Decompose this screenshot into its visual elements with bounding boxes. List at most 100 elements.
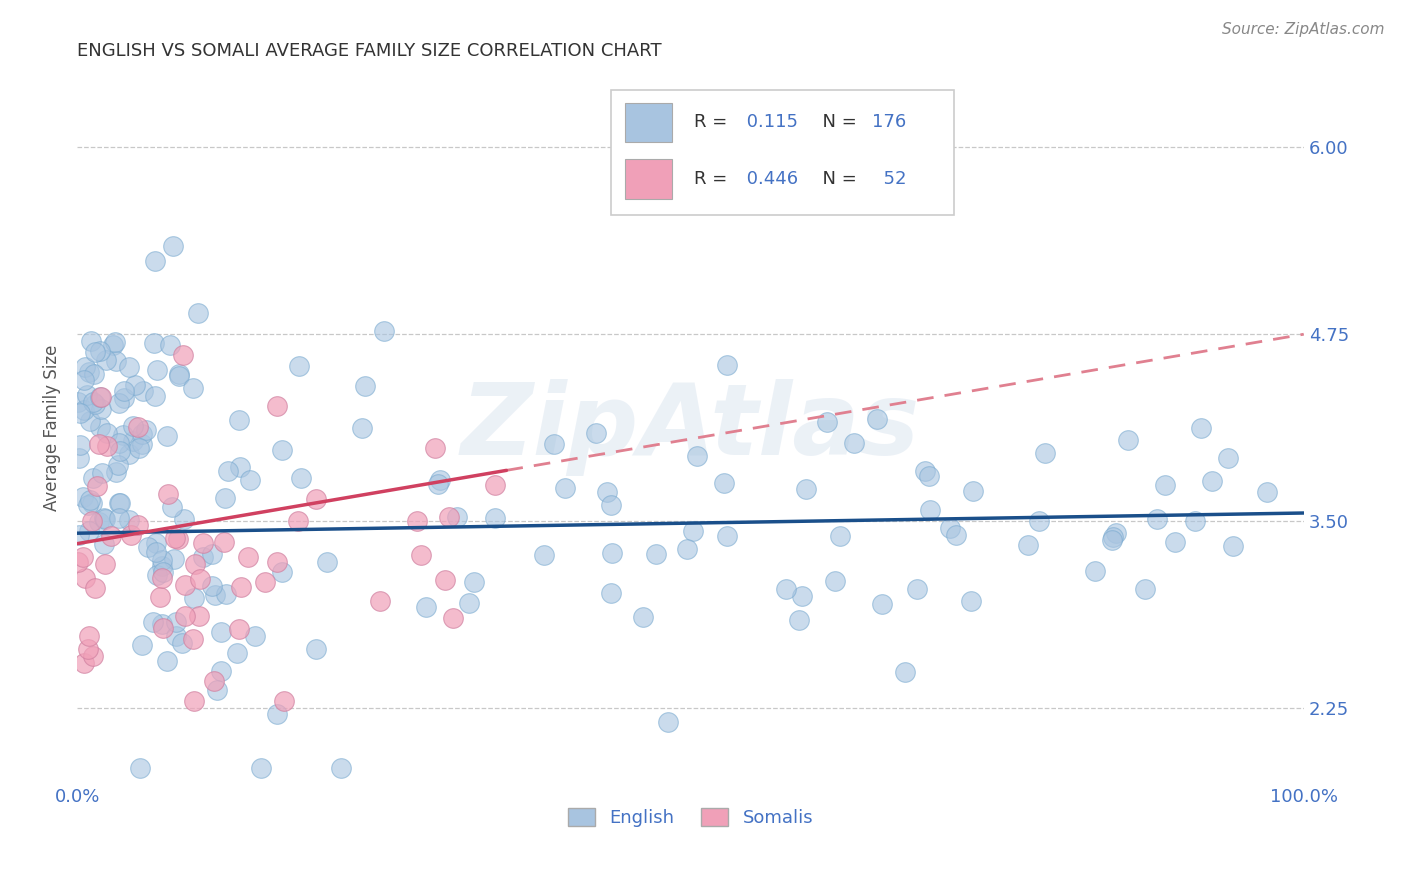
Text: ZipAtlas: ZipAtlas <box>461 379 920 476</box>
Point <box>202 674 225 689</box>
Point <box>165 615 187 629</box>
Point <box>245 629 267 643</box>
Point <box>150 571 173 585</box>
Point <box>271 565 294 579</box>
Point <box>100 529 122 543</box>
Point <box>596 484 619 499</box>
Point <box>76 388 98 402</box>
Point <box>69 438 91 452</box>
Point <box>108 443 131 458</box>
Point <box>415 600 437 615</box>
Point <box>354 379 377 393</box>
Point <box>600 546 623 560</box>
Point <box>93 510 115 524</box>
Point <box>686 450 709 464</box>
Point <box>866 411 889 425</box>
Point <box>1201 474 1223 488</box>
Point <box>914 465 936 479</box>
Point <box>90 401 112 416</box>
Point <box>1222 539 1244 553</box>
Point <box>893 665 915 679</box>
Point <box>249 761 271 775</box>
Point <box>1184 514 1206 528</box>
Point <box>104 335 127 350</box>
Point <box>167 368 190 382</box>
Text: 176: 176 <box>872 113 907 131</box>
Point <box>253 574 276 589</box>
Point <box>188 572 211 586</box>
Point <box>87 515 110 529</box>
Point <box>150 553 173 567</box>
Point <box>138 541 160 555</box>
Point <box>209 625 232 640</box>
Point <box>657 714 679 729</box>
Point <box>305 492 328 507</box>
Point <box>84 581 107 595</box>
Point <box>790 589 813 603</box>
Point <box>238 473 260 487</box>
Point <box>533 548 555 562</box>
Point <box>72 491 94 505</box>
Point <box>830 529 852 543</box>
Point <box>150 559 173 574</box>
Point <box>89 390 111 404</box>
Point <box>554 482 576 496</box>
Point <box>152 621 174 635</box>
Point <box>446 510 468 524</box>
Point <box>209 665 232 679</box>
Point <box>600 586 623 600</box>
Point <box>920 503 942 517</box>
Point <box>94 558 117 572</box>
Point <box>368 594 391 608</box>
Point <box>96 425 118 440</box>
Point <box>152 565 174 579</box>
Point <box>90 391 112 405</box>
Point <box>775 582 797 597</box>
Point <box>905 582 928 596</box>
Point <box>794 483 817 497</box>
Point <box>145 535 167 549</box>
Point <box>205 683 228 698</box>
Point <box>150 617 173 632</box>
Point <box>174 577 197 591</box>
Point <box>75 359 97 374</box>
Point <box>142 615 165 630</box>
Point <box>425 441 447 455</box>
Point <box>238 549 260 564</box>
Point <box>82 471 104 485</box>
Point <box>127 518 149 533</box>
Point <box>270 442 292 457</box>
Point <box>143 253 166 268</box>
Point <box>156 428 179 442</box>
Point <box>86 478 108 492</box>
Point <box>121 434 143 449</box>
Point <box>107 458 129 473</box>
Point <box>67 451 90 466</box>
Point <box>1028 514 1050 528</box>
Point <box>93 537 115 551</box>
Point <box>80 334 103 348</box>
Point <box>170 636 193 650</box>
Point <box>789 613 811 627</box>
Point <box>938 521 960 535</box>
Point <box>434 573 457 587</box>
Point <box>599 498 621 512</box>
Point <box>305 641 328 656</box>
Point <box>165 629 187 643</box>
Point <box>184 557 207 571</box>
Point <box>66 394 89 409</box>
Point <box>167 368 190 383</box>
Point <box>82 495 104 509</box>
Point <box>69 406 91 420</box>
Point <box>112 392 135 406</box>
Point <box>84 345 107 359</box>
Point <box>201 547 224 561</box>
Point <box>82 514 104 528</box>
Point <box>129 761 152 775</box>
Point <box>204 588 226 602</box>
Point <box>131 638 153 652</box>
Point <box>167 532 190 546</box>
Point <box>82 648 104 663</box>
Point <box>1146 512 1168 526</box>
Point <box>429 473 451 487</box>
